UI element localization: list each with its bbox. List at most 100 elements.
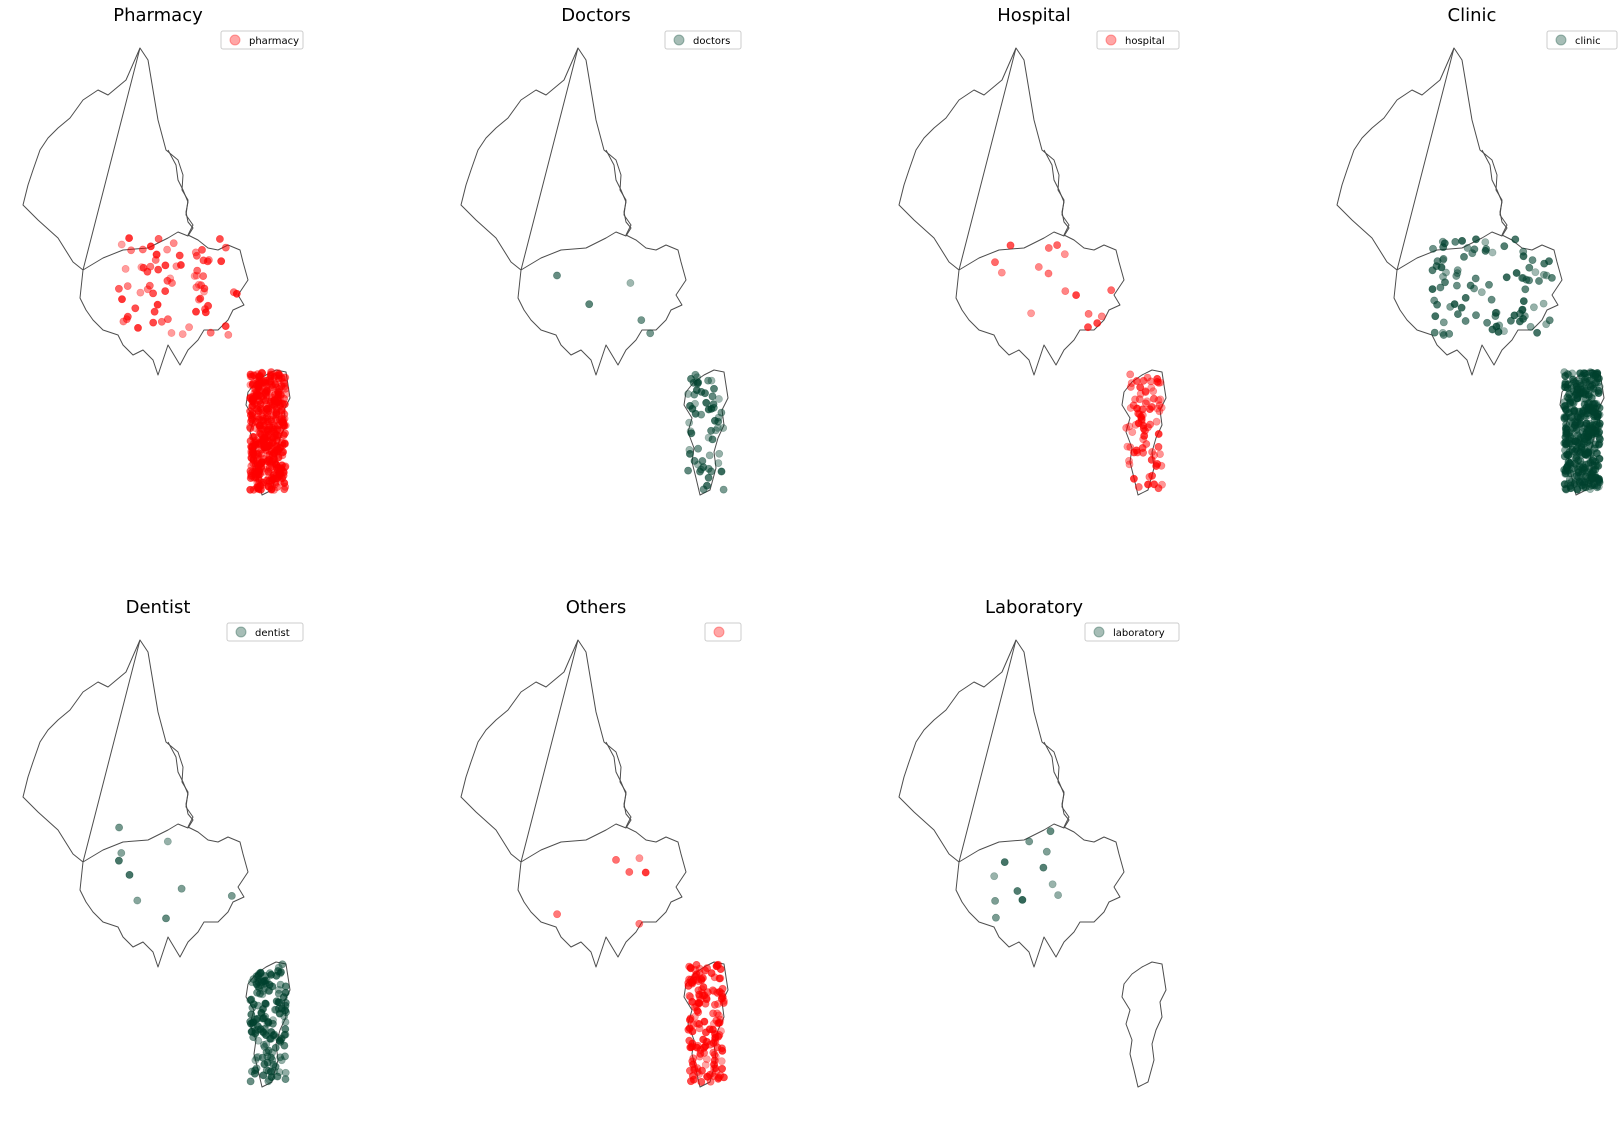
facility-point — [703, 1055, 711, 1064]
facility-point — [710, 1050, 719, 1059]
facility-point — [1097, 312, 1106, 321]
facility-point — [275, 470, 284, 479]
facility-point — [246, 467, 255, 475]
facility-point — [1141, 399, 1150, 408]
facility-point — [264, 482, 273, 491]
facility-point — [1457, 303, 1466, 312]
facility-point — [1595, 387, 1603, 395]
facility-point — [585, 300, 594, 309]
legend-label: doctors — [693, 36, 730, 47]
region-outline-central — [955, 639, 1125, 968]
legend-marker — [713, 626, 725, 638]
facility-point — [256, 968, 265, 977]
facility-point — [134, 323, 142, 332]
facility-point — [1135, 395, 1144, 404]
facility-point — [272, 997, 281, 1006]
facility-point — [258, 990, 267, 999]
facility-point — [1545, 316, 1554, 325]
facility-point — [1595, 476, 1604, 485]
facility-point — [1510, 311, 1519, 320]
facility-point — [1586, 368, 1595, 377]
facility-point — [704, 473, 713, 482]
facility-point — [169, 239, 178, 248]
legend-label: hospital — [1125, 36, 1165, 47]
facility-point — [684, 466, 692, 475]
facility-point — [118, 295, 126, 304]
facility-point — [1533, 328, 1541, 337]
facility-point — [1461, 317, 1470, 325]
facility-point — [711, 416, 719, 425]
facility-point — [1034, 263, 1043, 271]
facility-point — [199, 272, 208, 280]
facility-point — [157, 317, 166, 326]
facility-point — [1044, 269, 1053, 278]
facility-point — [185, 323, 193, 332]
facility-point — [256, 989, 264, 998]
facility-point — [1488, 248, 1497, 257]
facility-point — [1453, 281, 1461, 290]
legend-box — [1096, 30, 1180, 50]
facility-point — [1572, 425, 1581, 433]
facility-point — [1500, 242, 1509, 251]
facility-point — [123, 282, 132, 290]
facility-point — [691, 399, 699, 408]
facility-point — [1594, 389, 1603, 397]
facility-point — [266, 368, 275, 376]
facility-point — [626, 279, 635, 287]
facility-point — [261, 396, 270, 405]
facility-point — [1530, 303, 1538, 312]
facility-point — [260, 1029, 269, 1038]
facility-point — [1433, 257, 1442, 266]
facility-point — [706, 1070, 714, 1079]
facility-point — [268, 456, 277, 465]
facility-point — [246, 424, 255, 433]
facility-point — [1518, 305, 1527, 314]
facility-point — [1525, 263, 1534, 272]
facility-point — [163, 837, 172, 846]
facility-point — [247, 1067, 256, 1076]
facility-point — [146, 242, 155, 251]
facility-point — [1139, 376, 1148, 385]
facility-point — [1428, 285, 1437, 293]
facility-point — [1430, 328, 1439, 337]
facility-point — [1492, 322, 1501, 331]
facility-point — [249, 1033, 258, 1041]
facility-point — [1561, 372, 1570, 380]
facility-point — [258, 481, 267, 489]
facility-point — [685, 418, 694, 427]
facility-point — [255, 476, 264, 485]
facility-point — [274, 967, 283, 976]
facility-point — [702, 398, 711, 407]
facility-point — [1560, 402, 1568, 411]
panel-title: Pharmacy — [113, 5, 203, 26]
facility-point — [694, 444, 702, 453]
facility-point — [708, 435, 717, 444]
legend-label: pharmacy — [249, 36, 299, 47]
map-panel-pharmacy: Pharmacy pharmacy — [22, 5, 304, 496]
facility-point — [991, 258, 999, 267]
facility-point — [553, 271, 561, 280]
facility-point — [718, 1044, 726, 1053]
facility-point — [692, 961, 701, 969]
facility-point — [1147, 383, 1156, 392]
facility-point — [262, 1040, 271, 1049]
facility-point — [1130, 448, 1138, 457]
facility-point — [612, 856, 620, 864]
facility-point — [1013, 887, 1022, 895]
facility-point — [177, 884, 186, 893]
facility-point — [246, 485, 255, 494]
facility-point — [1525, 276, 1533, 285]
facility-point — [1584, 448, 1593, 457]
facility-point — [167, 329, 176, 337]
facility-point — [257, 386, 266, 395]
facility-point — [259, 408, 267, 417]
facility-point — [1126, 370, 1135, 379]
facility-point — [1560, 413, 1569, 421]
facility-point — [1526, 322, 1535, 331]
facility-point — [117, 240, 126, 249]
region-outline-north — [460, 639, 632, 863]
facility-point — [1571, 437, 1580, 446]
facility-point — [693, 1006, 702, 1015]
facility-point — [1540, 259, 1549, 268]
facility-point — [1154, 442, 1163, 451]
